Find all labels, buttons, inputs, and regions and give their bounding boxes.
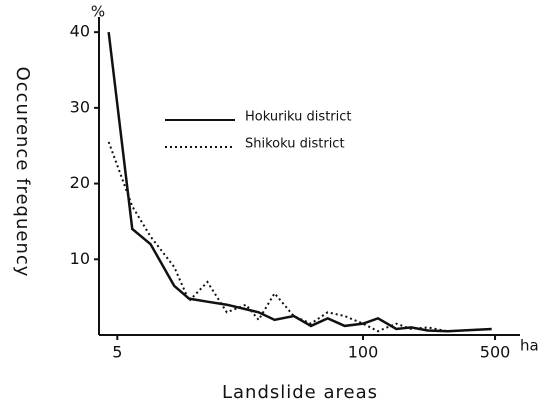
x-unit: ha <box>520 337 539 355</box>
data-line <box>107 31 492 333</box>
x-axis-title: Landslide areas <box>222 382 378 403</box>
x-tick-label: 500 <box>480 343 511 362</box>
y-tick-label: 30 <box>70 97 90 116</box>
y-tick-label: 40 <box>70 22 90 41</box>
x-tick-label: 100 <box>348 343 379 362</box>
legend-label: Shikoku district <box>245 137 345 152</box>
y-tick-label: 20 <box>70 173 90 192</box>
y-axis-title: Occurence frequency <box>12 67 33 278</box>
data-line <box>107 141 492 333</box>
legend-label: Hokuriku district <box>245 110 352 125</box>
x-tick-label: 5 <box>112 343 122 362</box>
y-tick-label: 10 <box>70 249 90 268</box>
y-unit: % <box>91 3 105 21</box>
